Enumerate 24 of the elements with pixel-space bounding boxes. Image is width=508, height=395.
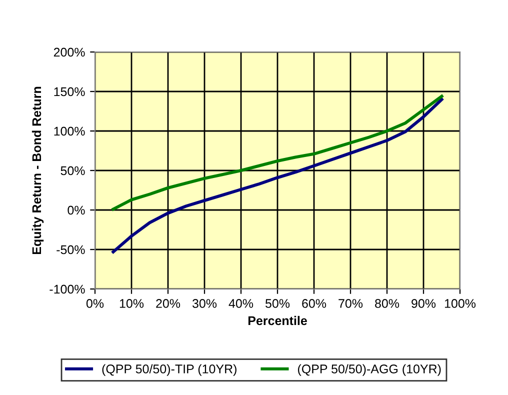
y-tick-label: 200% <box>54 48 85 57</box>
x-tick-label: 30% <box>192 299 217 308</box>
x-tick-label: 100% <box>444 299 476 308</box>
y-tick-label: -100% <box>50 284 85 294</box>
y-axis-title: Equity Return - Bond Return <box>32 86 44 254</box>
x-tick-label: 20% <box>156 299 180 308</box>
x-tick-label: 10% <box>120 299 144 308</box>
x-tick-label: 70% <box>338 299 363 308</box>
legend-label: (QPP 50/50)-AGG (10YR) <box>298 364 441 376</box>
y-tick-label: 50% <box>60 166 85 176</box>
x-tick-label: 90% <box>412 299 436 308</box>
y-tick-label: 150% <box>54 87 85 96</box>
x-tick-label: 40% <box>228 299 254 308</box>
x-tick-label: 80% <box>375 299 400 308</box>
legend-label: (QPP 50/50)-TIP (10YR) <box>102 364 236 376</box>
x-tick-label: 50% <box>265 299 290 308</box>
y-tick-label: 100% <box>54 126 85 136</box>
y-tick-label: 0% <box>68 206 85 215</box>
line-series <box>112 98 444 254</box>
y-tick-label: -50% <box>56 245 85 254</box>
line-series <box>112 94 444 211</box>
x-tick-label: 0% <box>86 299 104 308</box>
x-axis-title: Percentile <box>248 316 307 326</box>
x-tick-label: 60% <box>302 299 326 308</box>
